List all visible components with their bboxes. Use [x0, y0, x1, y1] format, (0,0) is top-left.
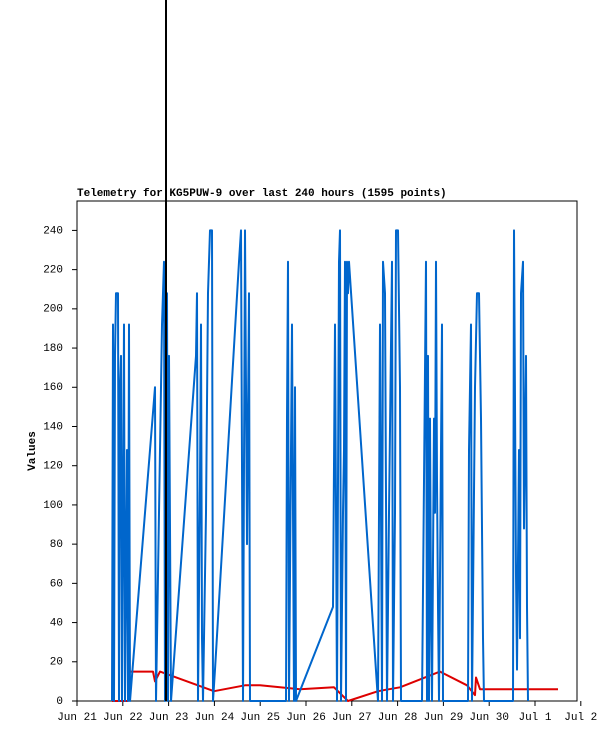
y-tick-label: 80: [50, 539, 63, 551]
x-tick-label: Jun 24: [195, 712, 235, 724]
x-tick-label: Jun 23: [149, 712, 189, 724]
series-line: [111, 229, 529, 702]
y-tick-label: 200: [43, 304, 63, 316]
y-tick-label: 160: [43, 382, 63, 394]
x-tick-label: Jun 28: [378, 712, 418, 724]
x-tick-label: Jun 30: [469, 712, 509, 724]
chart-title: Telemetry for KG5PUW-9 over last 240 hou…: [77, 188, 447, 200]
x-tick-label: Jun 21: [57, 712, 97, 724]
x-tick-label: Jul 1: [518, 712, 551, 724]
x-tick-label: Jun 29: [424, 712, 464, 724]
y-tick-label: 0: [56, 696, 63, 708]
x-tick-label: Jun 26: [286, 712, 326, 724]
x-tick-label: Jul 2: [564, 712, 597, 724]
y-tick-label: 140: [43, 421, 63, 433]
y-axis-label: Values: [27, 431, 39, 471]
y-tick-label: 60: [50, 578, 63, 590]
x-tick-label: Jun 25: [240, 712, 280, 724]
series-line: [112, 670, 558, 702]
x-tick-label: Jun 22: [103, 712, 143, 724]
y-tick-label: 120: [43, 461, 63, 473]
y-tick-label: 240: [43, 225, 63, 237]
y-tick-label: 180: [43, 343, 63, 355]
y-tick-label: 20: [50, 657, 63, 669]
y-tick-label: 100: [43, 500, 63, 512]
y-tick-label: 40: [50, 617, 63, 629]
x-tick-label: Jun 27: [332, 712, 372, 724]
plot-frame: [76, 200, 578, 702]
y-tick-label: 220: [43, 265, 63, 277]
